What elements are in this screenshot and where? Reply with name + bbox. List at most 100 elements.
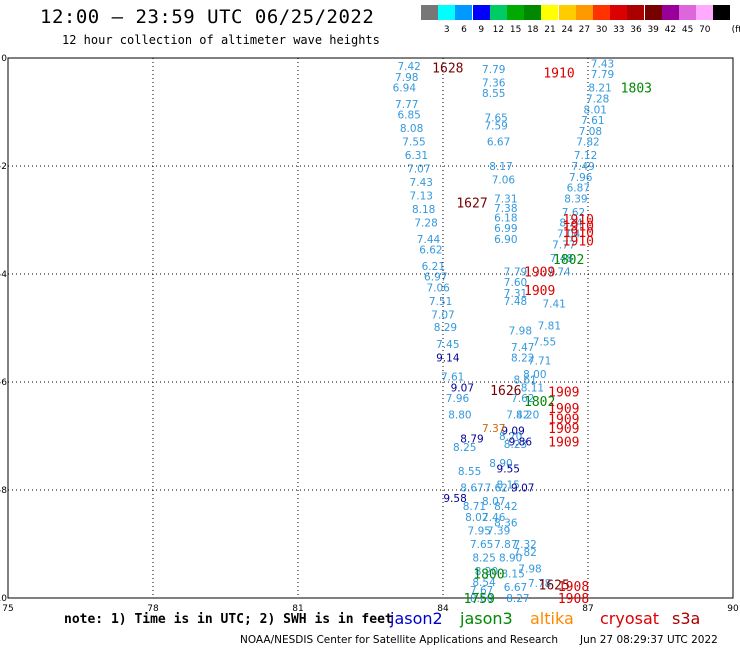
legend-label: 9 xyxy=(478,25,485,35)
legend-swatch xyxy=(713,5,731,20)
credit-text: NOAA/NESDIS Center for Satellite Applica… xyxy=(240,634,558,646)
wave-height-label: 8.67 xyxy=(460,482,483,494)
time-stamp-label: 1628 xyxy=(432,62,463,77)
satellite-cryosat: cryosat xyxy=(600,609,660,628)
wave-height-label: 6.18 xyxy=(494,212,517,224)
wave-height-label: 7.48 xyxy=(550,253,573,265)
wave-height-label: 7.98 xyxy=(395,72,418,84)
wave-height-label: 8.22 xyxy=(511,353,534,365)
wave-height-label: 7.06 xyxy=(492,175,516,187)
time-stamp-label: 1909 xyxy=(548,386,579,401)
wave-height-label: 7.43 xyxy=(591,58,614,70)
wave-height-label: 7.38 xyxy=(494,203,517,215)
y-tick-label: 0 xyxy=(1,54,7,64)
wave-height-label: 7.65 xyxy=(470,539,493,551)
wave-height-label: 7.45 xyxy=(436,339,459,351)
satellite-altika: altika xyxy=(530,609,574,628)
legend-label: 36 xyxy=(630,25,642,35)
y-tick-label: -2 xyxy=(0,162,7,172)
legend-label: 70 xyxy=(699,25,711,35)
wave-height-label: 7.96 xyxy=(446,393,470,405)
wave-height-label: 8.70 xyxy=(499,431,522,443)
wave-height-label: 8.15 xyxy=(501,569,524,581)
wave-height-label: 6.67 xyxy=(487,137,510,149)
wave-height-label: 7.74 xyxy=(547,266,571,278)
wave-height-label: 9.55 xyxy=(497,463,520,475)
wave-height-label: 7.78 xyxy=(528,578,551,590)
time-stamp-label: 1910 xyxy=(563,226,594,241)
wave-height-label: 7.46 xyxy=(482,512,506,524)
x-tick-label: 75 xyxy=(2,604,13,614)
plot-frame xyxy=(7,57,734,599)
wave-height-label: 8.08 xyxy=(400,123,423,135)
legend-swatch xyxy=(507,5,524,20)
wave-height-label: 7.04 xyxy=(557,229,581,241)
wave-height-label: 7.77 xyxy=(552,239,575,251)
time-stamp-label: 1627 xyxy=(456,197,487,212)
wave-height-label: 7.96 xyxy=(569,172,593,184)
wave-height-label: 7.13 xyxy=(410,191,433,203)
wave-height-label: 7.79 xyxy=(482,64,505,76)
wave-height-label: 7.81 xyxy=(538,320,561,332)
legend-label: 27 xyxy=(578,25,591,35)
wave-height-label: 7.42 xyxy=(397,61,420,73)
time-stamp-label: 1910 xyxy=(563,219,594,234)
time-stamp-label: 1802 xyxy=(524,395,555,410)
legend-swatch xyxy=(696,5,714,20)
y-tick-label: -8 xyxy=(0,486,7,496)
wave-height-label: 8.25 xyxy=(472,553,495,565)
time-stamp-label: 1910 xyxy=(563,213,594,228)
legend-label: 33 xyxy=(613,25,625,35)
legend-label: 24 xyxy=(561,25,573,35)
legend-swatch xyxy=(661,5,679,20)
wave-height-label: 7.31 xyxy=(504,288,527,300)
time-stamp-label: 1910 xyxy=(563,235,594,250)
wave-height-label: 6.94 xyxy=(393,83,417,95)
time-stamp-label: 1909 xyxy=(548,422,579,437)
wave-height-label: 7.41 xyxy=(542,299,565,311)
wave-height-label: 7.51 xyxy=(429,296,452,308)
satellite-s3a: s3a xyxy=(672,609,701,628)
time-stamp-label: 1803 xyxy=(621,82,652,97)
wave-height-label: 6.87 xyxy=(567,183,590,195)
wave-height-label: 7.95 xyxy=(468,526,491,538)
x-tick-label: 81 xyxy=(292,604,303,614)
wave-height-label: 8.54 xyxy=(472,577,496,589)
wave-height-label: 6.21 xyxy=(422,261,445,273)
legend-swatch xyxy=(455,5,473,20)
legend-label: 12 xyxy=(492,25,505,35)
wave-height-label: 6.85 xyxy=(397,110,420,122)
legend-label: 3 xyxy=(443,25,450,35)
time-stamp-label: 1908 xyxy=(558,592,589,607)
x-tick-label: 84 xyxy=(437,604,449,614)
wave-height-label: 7.62 xyxy=(562,207,585,219)
legend-label: 21 xyxy=(544,25,556,35)
wave-height-label: 7.07 xyxy=(431,310,454,322)
wave-height-label: 6.97 xyxy=(424,272,447,284)
wave-height-label: 7.67 xyxy=(470,585,493,597)
wave-height-label: 9.14 xyxy=(436,353,460,365)
wave-height-label: 7.55 xyxy=(533,337,556,349)
legend-swatch xyxy=(679,5,696,20)
wave-height-label: 7.06 xyxy=(426,283,450,295)
legend-swatch xyxy=(421,5,438,20)
y-tick-label: -4 xyxy=(0,270,7,280)
legend-label: 45 xyxy=(681,25,694,35)
wave-height-label: 7.37 xyxy=(482,423,505,435)
wave-height-label: 8.20 xyxy=(475,566,498,578)
legend-swatch xyxy=(472,5,490,20)
wave-height-label: 6.62 xyxy=(419,245,442,257)
wave-height-label: 7.82 xyxy=(576,137,599,149)
wave-height-label: 9.07 xyxy=(511,482,534,494)
wave-height-label: 8.29 xyxy=(434,322,457,334)
wave-height-label: 9.07 xyxy=(451,382,474,394)
legend-label: 42 xyxy=(664,25,677,35)
chart-title: 12:00 — 23:59 UTC 06/25/2022 xyxy=(40,6,375,28)
wave-height-label: 8.15 xyxy=(497,480,520,492)
wave-height-label: 8.21 xyxy=(588,83,611,95)
generated-timestamp: Jun 27 08:29:37 UTC 2022 xyxy=(580,634,718,646)
time-stamp-label: 1625 xyxy=(539,579,570,594)
wave-height-label: 9.86 xyxy=(509,436,533,448)
wave-height-label: 8.00 xyxy=(523,369,546,381)
